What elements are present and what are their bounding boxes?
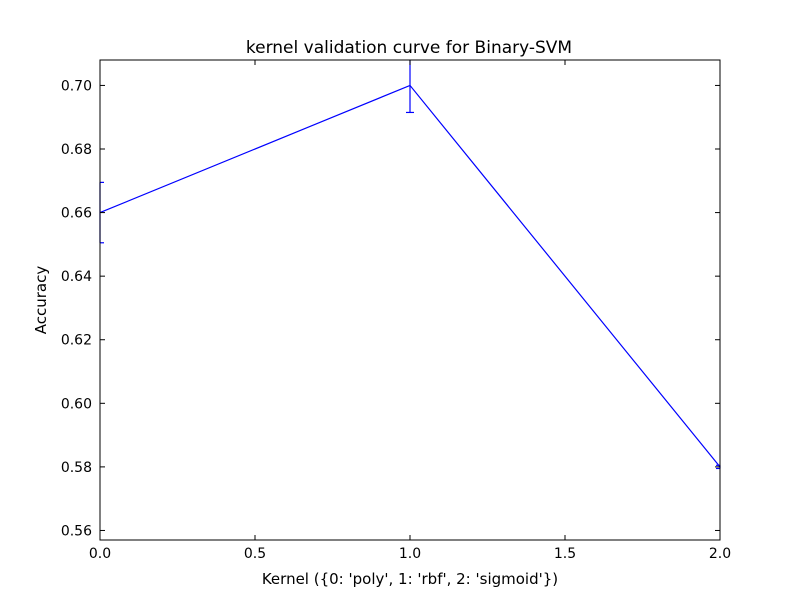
y-tick-label: 0.62 [61,333,92,349]
y-tick-label: 0.58 [61,460,92,476]
y-tick-label: 0.56 [61,523,92,539]
y-tick-label: 0.60 [61,396,92,412]
x-tick-label: 0.0 [89,546,111,562]
y-axis-label: Accuracy [32,266,50,335]
x-tick-label: 1.0 [399,546,421,562]
series-line [99,84,721,468]
x-axis-label: Kernel ({0: 'poly', 1: 'rbf', 2: 'sigmoi… [262,570,558,588]
y-tick-label: 0.70 [61,78,92,94]
plot-frame [99,59,721,541]
x-tick-label: 0.5 [244,546,266,562]
y-tick-label: 0.64 [61,269,92,285]
x-tick-label: 1.5 [554,546,576,562]
chart-title: kernel validation curve for Binary-SVM [246,38,572,58]
ticks-layer: 0.0 0.5 1.0 1.5 2.0 0.56 0.58 0.60 0.62 0.64 0.66 0… [61,60,731,562]
series-layer [99,60,721,470]
x-tick-label: 2.0 [709,546,731,562]
y-tick-label: 0.68 [61,142,92,158]
y-tick-label: 0.66 [61,206,92,222]
